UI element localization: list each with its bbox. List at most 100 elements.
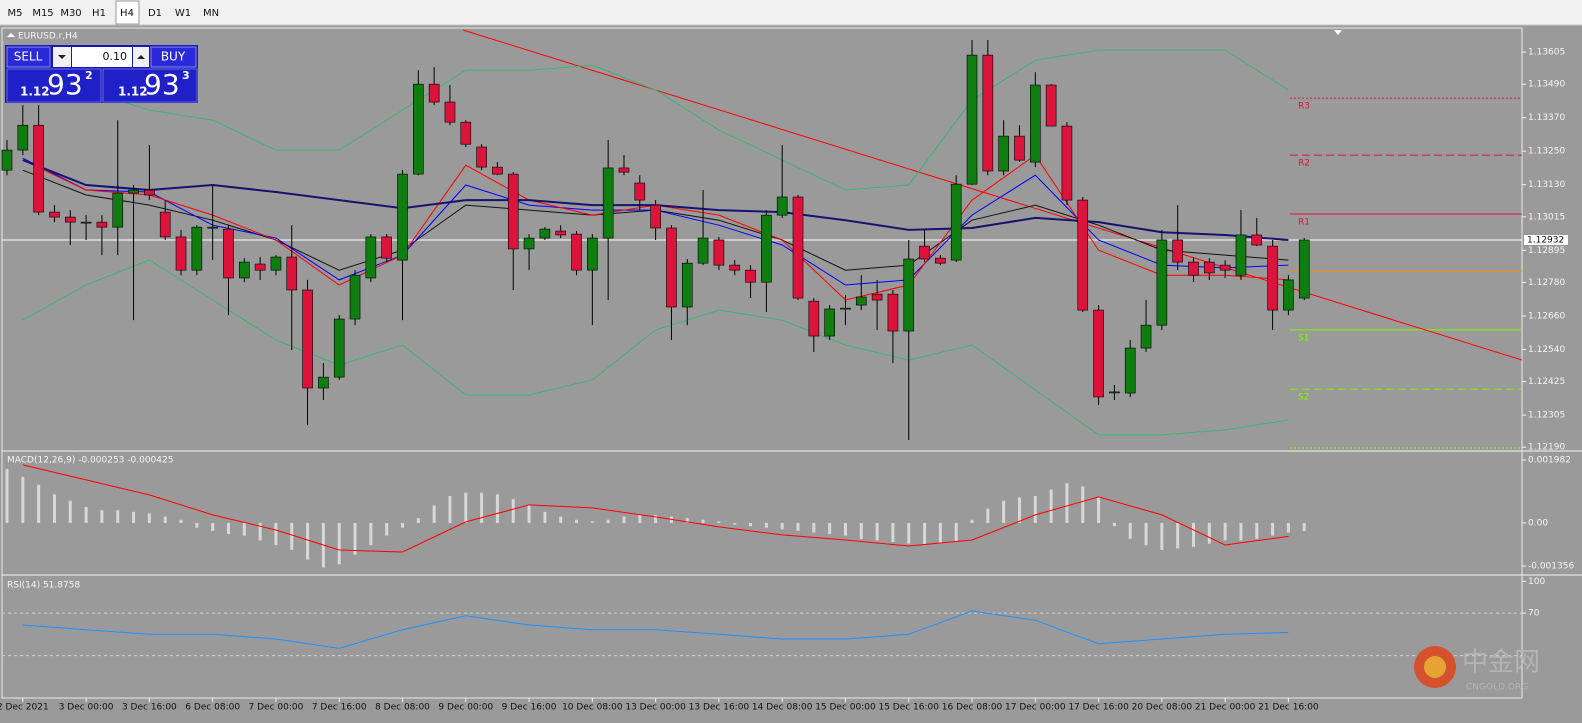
macd-bar [416,518,420,523]
lot-input[interactable] [72,47,132,67]
y-tick-label: 1.13250 [1528,147,1565,157]
ask-box[interactable] [102,68,198,103]
candle-body [349,274,361,320]
bid-box[interactable] [6,68,102,103]
macd-bar [543,511,547,523]
macd-bar [907,522,911,544]
timeframe-button[interactable]: H4 [120,8,134,19]
pivot-label: R2 [1298,159,1310,169]
macd-bar [1081,486,1085,523]
macd-bar [1065,483,1069,523]
pivot-label: R3 [1298,102,1310,112]
candle-body [239,261,250,279]
rsi-line [22,610,1289,649]
macd-bar [1176,522,1180,549]
macd-bar [1160,522,1164,550]
candle-body [919,245,930,260]
candle-body [903,258,915,332]
macd-bar [511,499,515,523]
logo-inner [1424,656,1446,678]
sell-label[interactable]: SELL [14,50,43,64]
macd-bar [812,522,816,533]
candle-body [792,196,804,299]
macd-bar [21,476,25,523]
macd-bar [796,522,800,531]
macd-bar [100,510,104,523]
timeframe-button[interactable]: M15 [32,8,53,19]
candle-body [175,236,187,271]
y-tick-label: 1.13490 [1528,80,1565,90]
candle-body [808,300,820,337]
timeframe-button[interactable]: M30 [60,8,81,19]
candle-body [1,149,13,171]
x-tick-label: 15 Dec 00:00 [815,703,876,713]
x-tick-label: 10 Dec 08:00 [562,703,623,713]
macd-bar [306,522,310,560]
candle-body [1172,239,1183,263]
candle-body [681,262,693,308]
candle-body [302,289,313,389]
plot: 1.13605 1.13490 1.13370 1.13250 1.13130 1.130… [0,29,1574,713]
candle-body [539,228,551,239]
watermark-name: 中金网 [1462,648,1540,678]
timeframe-button[interactable]: MN [203,8,219,19]
x-tick-label: 7 Dec 16:00 [312,703,367,713]
x-tick-label: 9 Dec 16:00 [502,703,557,713]
macd-bar [448,495,452,523]
macd-bar [132,511,136,523]
x-tick-label: 21 Dec 16:00 [1258,703,1319,713]
watermark-site: CNGOLD.ORG [1466,683,1528,693]
trendline [462,29,1523,361]
macd-bar [1128,522,1132,539]
macd-bar [211,522,215,531]
candle-body [1298,239,1310,299]
timeframe-button[interactable]: H1 [92,8,106,19]
x-tick-label: 2 Dec 2021 [0,703,49,713]
y-tick-label: 1.13015 [1528,212,1565,222]
buy-button[interactable] [150,46,197,68]
lot-value[interactable]: 0.10 [103,50,128,63]
macd-bar [5,468,9,523]
macd-bar [1207,522,1211,544]
macd-bar [147,513,151,523]
x-tick-label: 9 Dec 00:00 [438,703,493,713]
timeframe-button[interactable]: D1 [148,8,162,19]
candle-body [1140,324,1152,349]
pivot-label: R1 [1298,218,1310,228]
y-tick-label: -0.001356 [1528,562,1574,572]
macd-bar [1223,522,1227,541]
macd-bar [875,522,879,541]
sell-button[interactable] [6,46,51,68]
timeframe-button[interactable]: M5 [8,8,23,19]
candle-body [207,226,218,229]
candle-body [966,54,978,185]
macd-bar [606,519,610,523]
macd-bar [242,522,246,536]
candle-body [523,237,535,250]
macd-bar [749,522,753,527]
ask-big: 1.12 [118,85,148,99]
candle-body [1093,309,1104,398]
candle-body [223,228,234,279]
macd-bar [685,518,689,523]
timeframe-button[interactable]: W1 [175,8,191,19]
x-tick-label: 14 Dec 08:00 [752,703,813,713]
buy-label[interactable]: BUY [161,50,186,64]
current-price-label: 1.12932 [1527,236,1564,246]
macd-bar [1286,522,1290,533]
macd-bar [970,519,974,523]
candle-body [840,307,851,310]
candle-body [49,211,60,218]
macd-bar [1017,497,1021,523]
chart-icon [7,33,15,37]
candle-body [1061,125,1073,201]
symbol-title: EURUSD.r,H4 [18,32,78,42]
macd-bar [938,522,942,544]
candle-body [80,221,92,224]
candle-body [950,183,962,261]
candle-body [460,121,472,145]
x-tick-label: 13 Dec 00:00 [625,703,686,713]
current-price-box [1524,235,1568,245]
candle-body [1267,245,1278,311]
